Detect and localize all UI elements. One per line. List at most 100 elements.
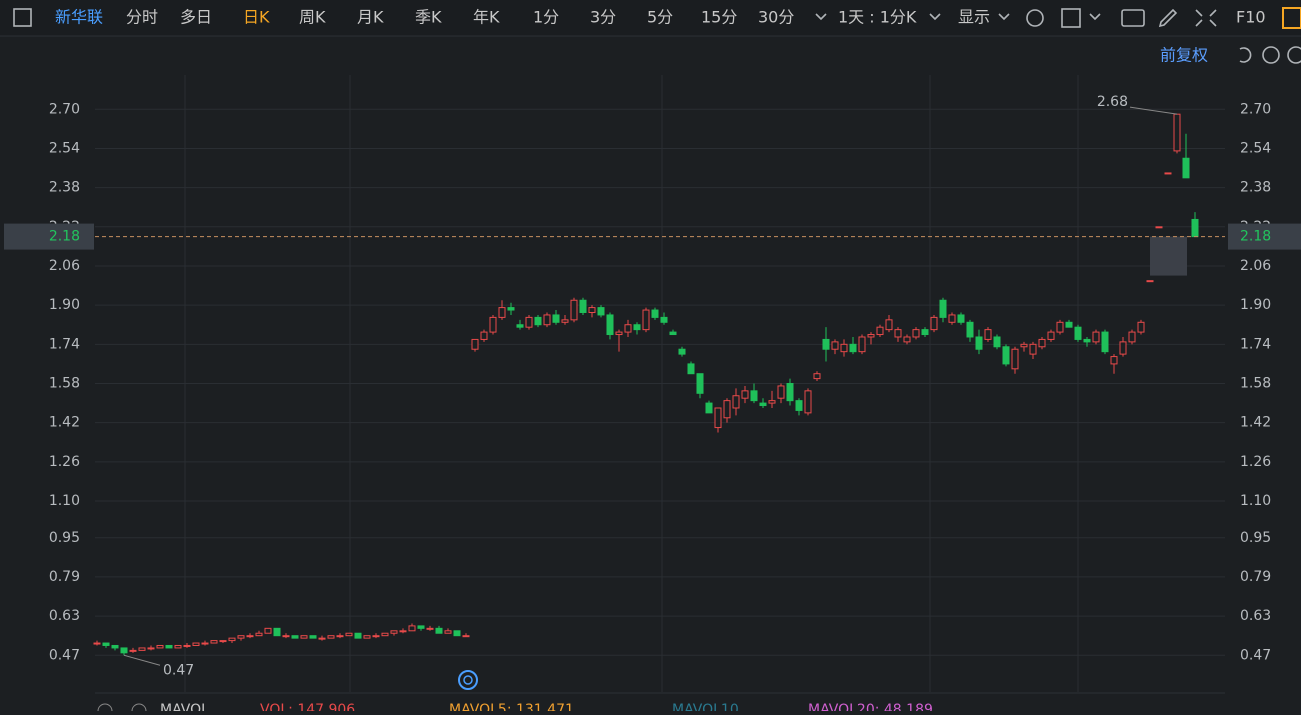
candle-body bbox=[903, 336, 911, 343]
candle-body bbox=[174, 644, 182, 649]
adjust-mode[interactable]: 前复权 bbox=[1160, 46, 1208, 65]
draw-icon[interactable] bbox=[1158, 8, 1178, 28]
period-tab[interactable]: 15分 bbox=[701, 8, 737, 27]
candle-body bbox=[858, 336, 866, 353]
period-tab[interactable]: 月K bbox=[357, 8, 384, 27]
interval-caret bbox=[929, 13, 941, 21]
stock-name[interactable]: 新华联 bbox=[55, 8, 103, 27]
period-tab[interactable]: 日K bbox=[243, 8, 270, 27]
y2-tick-label: 0.63 bbox=[1240, 608, 1271, 624]
candle-body bbox=[489, 316, 497, 333]
candle-body bbox=[1110, 356, 1118, 365]
candle-body bbox=[849, 343, 857, 353]
candle-body bbox=[507, 307, 515, 311]
zoom-in[interactable] bbox=[1287, 46, 1301, 64]
candle-body bbox=[1182, 157, 1190, 179]
candle-body bbox=[201, 642, 209, 645]
period-tab[interactable]: 5分 bbox=[647, 8, 673, 27]
candle-body bbox=[723, 400, 731, 419]
more-dropdown[interactable] bbox=[815, 13, 827, 21]
candle-body bbox=[759, 402, 767, 407]
fullscreen-icon[interactable] bbox=[1195, 9, 1217, 27]
candle-body bbox=[912, 329, 920, 338]
f10-button[interactable]: F10 bbox=[1236, 8, 1266, 27]
high-label: 2.68 bbox=[1097, 94, 1128, 110]
y-tick-label: 1.58 bbox=[49, 376, 80, 392]
candle-body bbox=[1038, 338, 1046, 348]
y2-tick-label: 1.90 bbox=[1240, 297, 1271, 313]
candle-body bbox=[660, 316, 668, 323]
period-tab[interactable]: 1分 bbox=[533, 8, 559, 27]
period-tab[interactable]: 30分 bbox=[758, 8, 794, 27]
candle-body bbox=[1083, 338, 1091, 343]
candle-body bbox=[264, 627, 272, 634]
period-tab[interactable]: 3分 bbox=[590, 8, 616, 27]
y-tick-label: 2.70 bbox=[49, 101, 80, 117]
event-marker[interactable] bbox=[458, 670, 478, 690]
candle-body bbox=[705, 402, 713, 414]
y-tick-label: 2.06 bbox=[49, 258, 80, 274]
y-tick-label: 1.90 bbox=[49, 297, 80, 313]
volume-indicator: VOL: 147,906 bbox=[260, 702, 355, 711]
display-menu[interactable]: 显示 bbox=[958, 8, 990, 27]
period-tab[interactable]: 周K bbox=[299, 8, 326, 27]
candle-body bbox=[1119, 341, 1127, 355]
candle-body bbox=[435, 627, 443, 634]
y2-tick-label: 0.95 bbox=[1240, 530, 1271, 546]
candle-body bbox=[462, 635, 470, 638]
candle-body bbox=[1191, 218, 1199, 238]
interval-selector[interactable]: 1天 : 1分K bbox=[838, 8, 917, 27]
period-tab[interactable]: 年K bbox=[473, 8, 500, 27]
candle-body bbox=[768, 400, 776, 404]
candle-body bbox=[777, 385, 785, 399]
candle-body bbox=[984, 329, 992, 340]
candle-body bbox=[1092, 331, 1100, 343]
candle-body bbox=[228, 637, 236, 642]
candle-body bbox=[498, 307, 506, 318]
candle-body bbox=[129, 649, 137, 652]
camera-icon[interactable] bbox=[1121, 9, 1145, 27]
candle-body bbox=[750, 390, 758, 402]
vol-settings-icon[interactable] bbox=[97, 703, 113, 715]
candle-body bbox=[1002, 346, 1010, 365]
y-tick-label: 1.10 bbox=[49, 493, 80, 509]
candle-body bbox=[327, 635, 335, 639]
settings-icon[interactable] bbox=[1026, 9, 1044, 27]
checkbox-icon[interactable] bbox=[1061, 8, 1081, 28]
candle-body bbox=[111, 644, 119, 649]
candle-body bbox=[786, 383, 794, 402]
candle-body bbox=[138, 647, 146, 651]
candle-body bbox=[867, 334, 875, 338]
candle-body bbox=[120, 647, 128, 654]
volume-indicator: MAVOL10 bbox=[672, 702, 739, 711]
candle-body bbox=[930, 316, 938, 331]
period-tab[interactable]: 分时 bbox=[126, 8, 158, 27]
candle-body bbox=[309, 635, 317, 639]
candle-body bbox=[624, 324, 632, 333]
candle-body bbox=[210, 640, 218, 644]
candle-body bbox=[939, 299, 947, 318]
y2-tick-label: 1.26 bbox=[1240, 454, 1271, 470]
candle-body bbox=[381, 632, 389, 637]
sidebar-toggle[interactable] bbox=[13, 8, 32, 27]
zoom-out[interactable] bbox=[1262, 46, 1280, 64]
candle-body bbox=[966, 321, 974, 338]
reset-icon[interactable] bbox=[1239, 47, 1252, 63]
candle-body bbox=[273, 627, 281, 637]
y-tick-label: 2.38 bbox=[49, 180, 80, 196]
candle-body bbox=[804, 390, 812, 414]
candle-body bbox=[894, 329, 902, 338]
candle-body bbox=[1146, 280, 1154, 283]
period-tab[interactable]: 多日 bbox=[180, 8, 212, 27]
candle-body bbox=[552, 314, 560, 323]
candle-body bbox=[237, 635, 245, 639]
candle-body bbox=[543, 314, 551, 326]
period-tab[interactable]: 季K bbox=[415, 8, 442, 27]
volume-indicator: MAVOL20: 48,189 bbox=[808, 702, 933, 711]
side-panel-toggle[interactable] bbox=[1282, 7, 1301, 29]
vol-hide-icon[interactable] bbox=[131, 703, 147, 715]
y-tick-label: 0.79 bbox=[49, 569, 80, 585]
candle-body bbox=[453, 630, 461, 637]
candle-body bbox=[525, 316, 533, 328]
